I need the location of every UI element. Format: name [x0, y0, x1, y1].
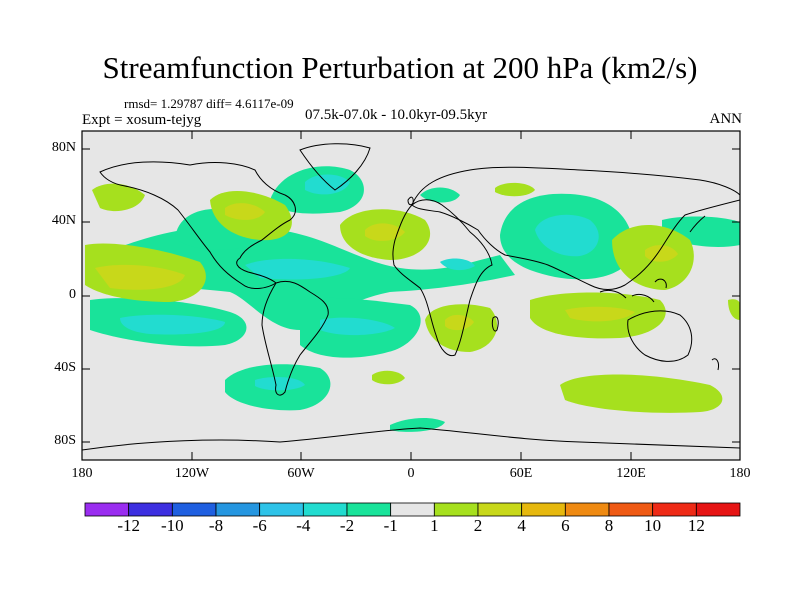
- colorbar-label: 12: [687, 516, 705, 535]
- contour-pos2-north-atlantic: [365, 223, 405, 241]
- colorbar-swatch: [390, 502, 435, 517]
- lon-label-180w: 180: [71, 466, 93, 481]
- contour-neg2-canada: [305, 174, 350, 195]
- contour-neg2-south-pacific: [120, 314, 225, 335]
- colorbar-swatch: [84, 502, 130, 517]
- colorbar-label: 4: [517, 516, 526, 535]
- colorbar-swatch: [652, 502, 697, 517]
- colorbar-swatch: [128, 502, 173, 517]
- colorbar-label: -10: [160, 516, 184, 535]
- contour-neg-antarctic-edge: [390, 418, 445, 432]
- lon-label-120e: 120E: [616, 466, 646, 481]
- colorbar-swatch: [259, 502, 304, 517]
- colorbar-label: 8: [604, 516, 614, 535]
- lon-label-180e: 180: [729, 466, 751, 481]
- colorbar-swatch: [302, 502, 348, 517]
- colorbar-label: 2: [473, 516, 483, 535]
- page-title: Streamfunction Perturbation at 200 hPa (…: [102, 50, 698, 85]
- contour-pos-east-pacific: [728, 299, 740, 320]
- lat-label-0: 0: [69, 287, 76, 302]
- lon-label-60e: 60E: [509, 466, 533, 481]
- contour-neg2-south-atlantic: [320, 317, 395, 336]
- contour-pos2-indian-ocean: [565, 306, 635, 322]
- colorbar-swatch: [608, 502, 654, 517]
- coast-uk: [407, 196, 414, 206]
- coast-north-america: [99, 161, 296, 290]
- colorbar-label: -8: [208, 516, 224, 535]
- contour-neg-europe: [420, 187, 460, 203]
- period-label: 07.5k-07.0k - 10.0kyr-09.5kyr: [305, 107, 488, 123]
- coast-madagascar: [491, 316, 499, 332]
- coast-japan: [689, 215, 706, 233]
- colorbar-label: -4: [296, 516, 311, 535]
- colorbar-label: -2: [339, 516, 355, 535]
- colorbar-swatch: [215, 502, 261, 517]
- colorbar-label: -12: [117, 516, 140, 535]
- contour-neg2-southern-ocean: [255, 377, 305, 391]
- colorbar-label: -1: [383, 516, 398, 535]
- contour-pos2-north-america: [225, 203, 265, 220]
- colorbar-label: 10: [644, 516, 662, 535]
- lat-label-80n: 80N: [51, 140, 76, 155]
- lat-label-40n: 40N: [51, 213, 76, 228]
- contour-pos-alaska: [92, 183, 145, 212]
- coast-south-america: [261, 280, 329, 396]
- contour-pos-south-pacific-east: [560, 374, 723, 413]
- colorbar-swatch: [171, 502, 217, 517]
- season-label: ANN: [709, 111, 743, 127]
- colorbar-swatch: [346, 502, 392, 517]
- contour-pos2-southern-africa: [445, 314, 474, 331]
- lon-label-120w: 120W: [174, 466, 210, 481]
- axis-ticks: [82, 131, 740, 460]
- coastlines: [82, 143, 740, 451]
- lon-label-0: 0: [407, 466, 415, 481]
- contour-pos2-west-pacific: [645, 245, 678, 262]
- coast-greenland: [299, 143, 371, 191]
- contour-fills: [85, 166, 740, 432]
- coast-antarctica: [82, 427, 740, 451]
- colorbar-swatch: [695, 502, 741, 517]
- coast-eurasia: [411, 166, 740, 290]
- rmsd-stats: rmsd= 1.29787 diff= 4.6117e-09: [124, 96, 294, 111]
- contour-neg2-africa-east: [440, 258, 475, 271]
- contour-pos2-north-pacific: [95, 264, 185, 290]
- colorbar-swatch: [433, 502, 479, 517]
- colorbar-label: 6: [561, 516, 570, 535]
- colorbar-label: 1: [430, 516, 439, 535]
- colorbar-swatch: [521, 502, 566, 517]
- contour-neg2-asia: [535, 214, 599, 257]
- experiment-label: Expt = xosum-tejyg: [82, 112, 202, 128]
- lon-label-60w: 60W: [287, 466, 315, 481]
- contour-neg2-caribbean: [245, 258, 350, 280]
- coast-australia: [627, 310, 693, 362]
- colorbar-label: -6: [252, 516, 267, 535]
- colorbar: [84, 502, 741, 517]
- coast-new-zealand: [711, 358, 719, 371]
- lat-label-40s: 40S: [54, 360, 76, 375]
- contour-pos-siberia: [495, 182, 535, 197]
- coast-europe-africa: [392, 199, 493, 357]
- lat-label-80s: 80S: [54, 433, 76, 448]
- contour-pos-south-atlantic-small: [372, 370, 405, 385]
- colorbar-swatch: [477, 502, 523, 517]
- coast-maritime-continent: [599, 278, 667, 303]
- colorbar-swatch: [564, 502, 610, 517]
